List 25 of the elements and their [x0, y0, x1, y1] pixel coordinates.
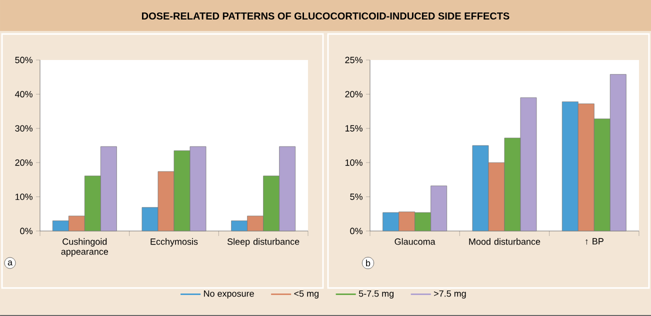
y-tick-label: 25% — [345, 56, 362, 64]
x-tick-label: Sleep disturbance — [227, 238, 300, 247]
x-tick-label: Ecchymosis — [150, 238, 198, 247]
text: b — [366, 260, 370, 266]
y-tick-label: 10% — [15, 194, 32, 200]
y-tick-label: 40% — [15, 91, 32, 98]
legend-label: No exposure — [204, 290, 254, 299]
x-tick-label: ↑ BP — [586, 238, 604, 245]
text: a — [8, 260, 13, 266]
x-tick-label: Mood disturbance — [469, 238, 540, 245]
y-tick-label: 50% — [15, 56, 32, 64]
legend-label: <5 mg — [294, 290, 318, 299]
x-tick-label: Glaucoma — [394, 238, 436, 245]
y-tick-label: 0% — [20, 228, 32, 234]
chart-title: DOSE-RELATED PATTERNS OF GLUCOCORTICOID-INDUCED SIDE EFFECTS — [142, 12, 510, 20]
y-tick-label: 30% — [15, 125, 32, 132]
legend-label: 5-7.5 mg — [358, 290, 394, 299]
legend-label: >7.5 mg — [434, 290, 466, 299]
y-tick-label: 20% — [15, 159, 32, 166]
x-tick-label: Cushingoid appearance — [61, 238, 108, 257]
y-tick-label: 5% — [350, 194, 362, 200]
y-tick-label: 0% — [350, 228, 362, 234]
y-tick-label: 15% — [345, 125, 362, 132]
y-tick-label: 10% — [345, 159, 362, 166]
y-tick-label: 20% — [345, 91, 362, 98]
